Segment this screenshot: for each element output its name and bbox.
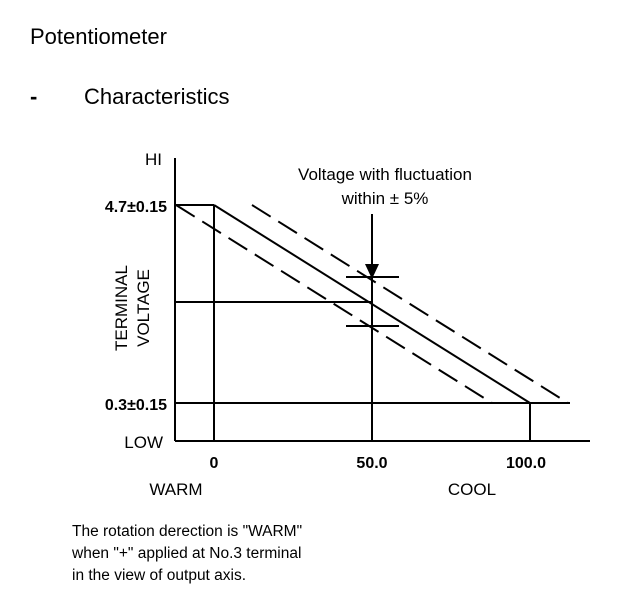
page-title: Potentiometer [30, 24, 167, 49]
annotation-arrow-head [365, 264, 379, 279]
x-tick-100: 100.0 [506, 455, 546, 472]
y-axis-label-line-1: TERMINAL [112, 265, 131, 351]
note-line-2: when "+" applied at No.3 terminal [72, 545, 302, 562]
section-subtitle: Characteristics [84, 84, 230, 109]
x-label-cool: COOL [448, 480, 496, 499]
bullet-dash: - [30, 84, 38, 109]
y-tick-top: 4.7±0.15 [105, 199, 167, 216]
y-tick-bottom: 0.3±0.15 [105, 397, 167, 414]
y-tick-low: LOW [124, 433, 163, 452]
x-label-warm: WARM [149, 480, 202, 499]
annotation-line-2: within ± 5% [341, 189, 429, 208]
y-axis-label-line-2: VOLTAGE [134, 269, 153, 347]
upper-tolerance-line [251, 204, 569, 404]
y-tick-hi: HI [145, 150, 162, 169]
nominal-voltage-line [213, 204, 531, 404]
note-line-3: in the view of output axis. [72, 567, 247, 584]
annotation-line-1: Voltage with fluctuation [298, 165, 472, 184]
lower-tolerance-line [175, 204, 493, 404]
x-tick-50: 50.0 [356, 455, 387, 472]
x-tick-0: 0 [210, 455, 219, 472]
note-line-1: The rotation derection is "WARM" [72, 523, 303, 540]
rotation-note: The rotation derection is "WARM" when "+… [72, 521, 302, 587]
